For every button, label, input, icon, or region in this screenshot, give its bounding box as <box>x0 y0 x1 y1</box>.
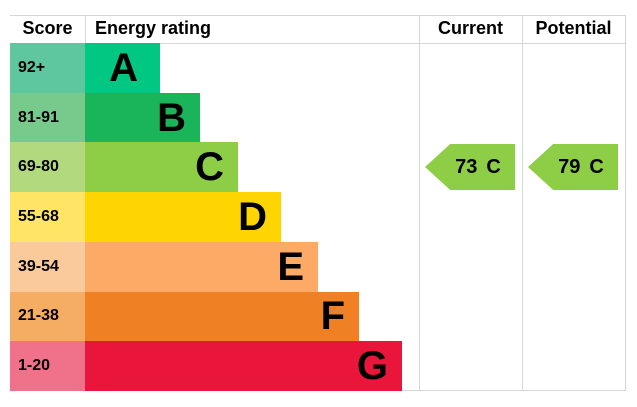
band-row-c: 69-80 C <box>10 142 402 193</box>
band-bar: C <box>85 142 238 193</box>
band-letter: E <box>277 244 304 289</box>
potential-header: Potential <box>535 18 612 38</box>
potential-rating-value: 79 <box>558 155 581 178</box>
band-row-g: 1-20 G <box>10 341 402 392</box>
band-bar: D <box>85 192 281 242</box>
band-score-label: 55-68 <box>18 208 59 226</box>
current-column-divider <box>419 15 420 391</box>
band-row-e: 39-54 E <box>10 241 402 292</box>
band-bar: B <box>85 92 200 143</box>
band-letter: C <box>195 145 224 190</box>
band-row-a: 92+ A <box>10 43 402 93</box>
band-score-cell: 21-38 <box>10 291 85 342</box>
energy-rating-header: Energy rating <box>95 18 212 38</box>
band-score-cell: 55-68 <box>10 192 85 242</box>
band-row-b: 81-91 B <box>10 92 402 143</box>
band-score-cell: 69-80 <box>10 142 85 193</box>
band-bar: A <box>85 43 160 93</box>
band-letter: F <box>320 294 345 339</box>
band-score-cell: 81-91 <box>10 92 85 143</box>
band-bar: E <box>85 241 318 292</box>
band-score-cell: 92+ <box>10 43 85 93</box>
right-border-line <box>625 15 626 391</box>
score-column-divider <box>85 15 86 43</box>
band-letter: G <box>356 344 388 389</box>
band-row-f: 21-38 F <box>10 291 402 342</box>
potential-rating-arrow: 79 C <box>528 144 618 190</box>
band-score-label: 1-20 <box>18 357 51 375</box>
potential-column-divider <box>522 15 523 391</box>
band-bar: G <box>85 341 402 392</box>
band-score-label: 21-38 <box>18 307 59 325</box>
band-score-label: 69-80 <box>18 158 59 176</box>
band-row-d: 55-68 D <box>10 192 402 242</box>
band-letter: A <box>109 45 138 90</box>
potential-rating-band-letter: C <box>589 155 604 178</box>
band-score-cell: 1-20 <box>10 341 85 392</box>
band-score-cell: 39-54 <box>10 241 85 292</box>
top-border-line <box>10 15 626 16</box>
band-score-label: 92+ <box>18 58 46 76</box>
band-score-label: 39-54 <box>18 257 59 275</box>
current-rating-arrow: 73 C <box>425 144 515 190</box>
band-score-label: 81-91 <box>18 108 59 126</box>
band-letter: B <box>157 95 186 140</box>
band-bar: F <box>85 291 359 342</box>
current-rating-value: 73 <box>455 155 478 178</box>
band-letter: D <box>238 195 267 240</box>
current-header: Current <box>437 18 503 38</box>
current-rating-band-letter: C <box>486 155 501 178</box>
band-rows: 92+ A 81-91 B 69-80 C 55-68 D 39-54 E 21… <box>10 43 402 392</box>
score-header: Score <box>22 18 73 38</box>
header-bottom-line <box>10 43 626 44</box>
